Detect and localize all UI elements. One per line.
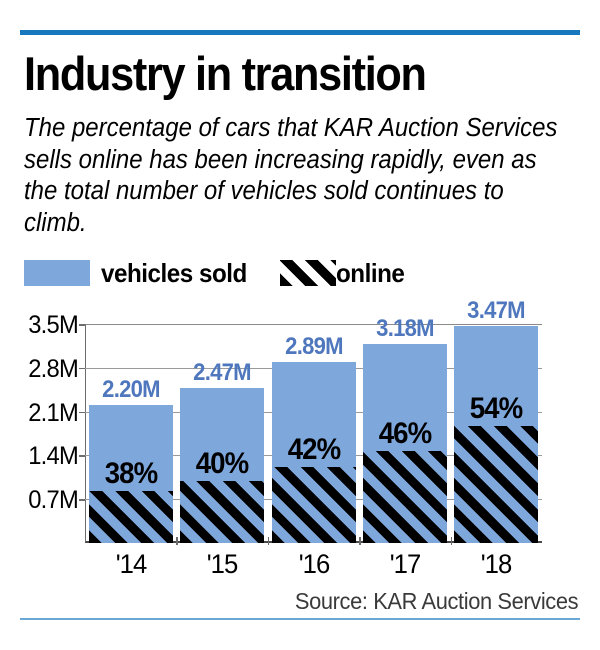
top-divider-rule: [20, 30, 580, 35]
x-axis-tick-label: '14: [115, 549, 148, 579]
x-axis-tick-mark: [359, 537, 361, 545]
legend-swatch-vehicles-sold-icon: [24, 260, 90, 286]
bar-16: [272, 362, 356, 543]
y-axis-tick: 2.1M: [8, 398, 79, 427]
y-axis-tick-label: 2.8M: [28, 354, 79, 383]
gridline: [85, 411, 542, 413]
x-axis-tick-label: '17: [389, 549, 422, 579]
bar-online-segment: [454, 425, 538, 543]
page-subtitle: The percentage of cars that KAR Auction …: [24, 114, 558, 237]
y-axis-tick: 2.8M: [8, 354, 79, 383]
bar-percent-label: 38%: [104, 456, 158, 490]
y-axis-tick-label: 3.5M: [28, 311, 79, 339]
y-axis-tick-mark: [79, 455, 85, 457]
bar-total-label: 2.47M: [193, 359, 251, 387]
bar-total-label: 2.89M: [285, 333, 343, 361]
gridline: [85, 455, 542, 457]
x-axis-tick-mark: [176, 537, 178, 545]
bar-percent-label: 40%: [195, 447, 249, 481]
y-axis-tick-label: 0.7M: [28, 486, 79, 515]
bar-18: [454, 325, 538, 543]
x-axis-tick-mark: [450, 537, 453, 545]
bar-online-segment: [272, 467, 356, 543]
y-axis-tick-mark: [79, 411, 85, 414]
y-axis-tick: 3.5M: [8, 311, 79, 339]
y-axis-tick-mark: [79, 324, 85, 326]
legend-label-online: online: [335, 257, 405, 288]
bar-total-label: 3.18M: [376, 315, 434, 343]
y-axis-tick-mark: [79, 499, 85, 501]
y-axis-tick-mark: [79, 367, 85, 370]
chart-source-note: Source: KAR Auction Services: [294, 588, 579, 614]
bar-percent-label: 42%: [287, 433, 341, 467]
bar-online-segment: [363, 451, 447, 543]
legend-swatch-online-icon: [279, 260, 336, 286]
chart-legend: vehicles sold online: [24, 258, 409, 288]
x-axis-tick-mark: [267, 537, 270, 545]
y-axis-tick-label: 2.1M: [28, 398, 79, 427]
x-axis-tick-label: '16: [298, 549, 331, 579]
bar-total-label: 2.20M: [102, 376, 160, 404]
legend-label-vehicles-sold: vehicles sold: [101, 257, 247, 288]
page-title: Industry in transition: [24, 47, 427, 100]
x-axis-tick-label: '18: [480, 549, 513, 579]
bar-14: [89, 405, 173, 543]
plot-area: [85, 324, 542, 543]
gridline: [85, 367, 542, 369]
y-axis-tick: 1.4M: [8, 442, 79, 471]
y-axis-tick: 0.7M: [8, 486, 79, 515]
bar-online-segment: [180, 481, 264, 543]
x-axis-tick-label: '15: [206, 549, 239, 579]
bottom-divider-rule: [20, 618, 580, 620]
gridline: [85, 499, 542, 501]
bar-17: [363, 344, 447, 543]
bar-total-label: 3.47M: [467, 296, 525, 324]
bar-online-segment: [89, 490, 173, 543]
bar-15: [180, 388, 264, 543]
y-axis-tick-label: 1.4M: [28, 442, 79, 471]
bar-percent-label: 46%: [378, 417, 432, 451]
bar-percent-label: 54%: [469, 391, 523, 425]
